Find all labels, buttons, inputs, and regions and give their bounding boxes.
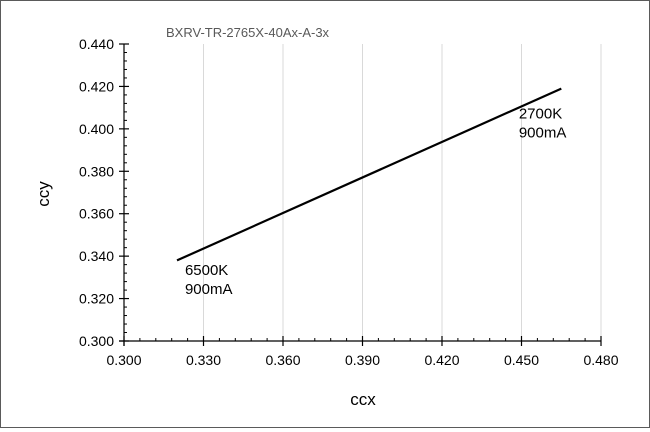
y-tick-label: 0.400 bbox=[79, 121, 114, 137]
y-axis-label: ccy bbox=[34, 181, 53, 207]
axes bbox=[119, 43, 602, 346]
x-tick-label: 0.450 bbox=[504, 352, 539, 368]
x-axis-label: ccx bbox=[350, 390, 376, 409]
x-tick-label: 0.360 bbox=[265, 352, 300, 368]
annotation-label: 2700K 900mA bbox=[519, 105, 567, 141]
grid-lines bbox=[203, 44, 602, 341]
annotation-line-1: 2700K bbox=[519, 105, 562, 122]
x-tick-label: 0.300 bbox=[106, 352, 141, 368]
annotation-line-2: 900mA bbox=[519, 124, 567, 141]
annotations: 6500K 900mA 2700K 900mA bbox=[185, 105, 566, 298]
x-tick-labels: 0.300 0.330 0.360 0.390 0.420 0.450 0.480 bbox=[106, 352, 618, 368]
x-tick-label: 0.330 bbox=[186, 352, 221, 368]
annotation-label: 6500K 900mA bbox=[185, 262, 233, 298]
y-tick-label: 0.440 bbox=[79, 36, 114, 52]
y-tick-labels: 0.300 0.320 0.340 0.360 0.380 0.400 0.420 0.440 bbox=[79, 36, 114, 349]
y-tick-label: 0.320 bbox=[79, 291, 114, 307]
x-tick-label: 0.420 bbox=[424, 352, 459, 368]
annotation-line-2: 900mA bbox=[185, 281, 233, 298]
x-tick-label: 0.390 bbox=[345, 352, 380, 368]
chart-title: BXRV-TR-2765X-40Ax-A-3x bbox=[166, 25, 330, 40]
y-tick-label: 0.420 bbox=[79, 78, 114, 94]
y-tick-label: 0.340 bbox=[79, 248, 114, 264]
series-line bbox=[176, 87, 562, 262]
series-group bbox=[176, 87, 562, 262]
y-tick-label: 0.300 bbox=[79, 333, 114, 349]
annotation-line-1: 6500K bbox=[185, 262, 228, 279]
y-tick-label: 0.360 bbox=[79, 206, 114, 222]
y-tick-label: 0.380 bbox=[79, 163, 114, 179]
x-tick-label: 0.480 bbox=[583, 352, 618, 368]
